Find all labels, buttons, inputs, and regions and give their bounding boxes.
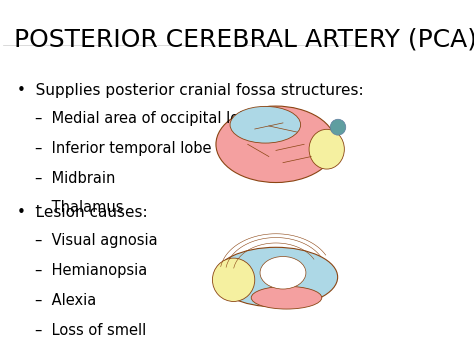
Text: –  Inferior temporal lobe: – Inferior temporal lobe — [36, 141, 212, 156]
Ellipse shape — [251, 286, 322, 309]
Text: –  Loss of smell: – Loss of smell — [36, 323, 146, 338]
Ellipse shape — [230, 106, 301, 143]
Text: –  Hemianopsia: – Hemianopsia — [36, 263, 147, 278]
Ellipse shape — [214, 247, 337, 307]
Text: –  Visual agnosia: – Visual agnosia — [36, 233, 158, 248]
Text: –  Medial area of occipital lobe: – Medial area of occipital lobe — [36, 111, 258, 126]
Text: –  Midbrain: – Midbrain — [36, 170, 116, 186]
Text: POSTERIOR CEREBRAL ARTERY (PCA): POSTERIOR CEREBRAL ARTERY (PCA) — [14, 27, 474, 51]
Text: •  Supplies posterior cranial fossa structures:: • Supplies posterior cranial fossa struc… — [17, 83, 364, 98]
Ellipse shape — [260, 257, 306, 289]
Text: –  Alexia: – Alexia — [36, 293, 97, 308]
Ellipse shape — [309, 129, 344, 169]
Ellipse shape — [216, 106, 336, 182]
Text: •  Lesion causes:: • Lesion causes: — [17, 206, 148, 220]
Text: –  Thalamus: – Thalamus — [36, 200, 124, 215]
Ellipse shape — [212, 258, 255, 301]
Ellipse shape — [330, 119, 346, 135]
